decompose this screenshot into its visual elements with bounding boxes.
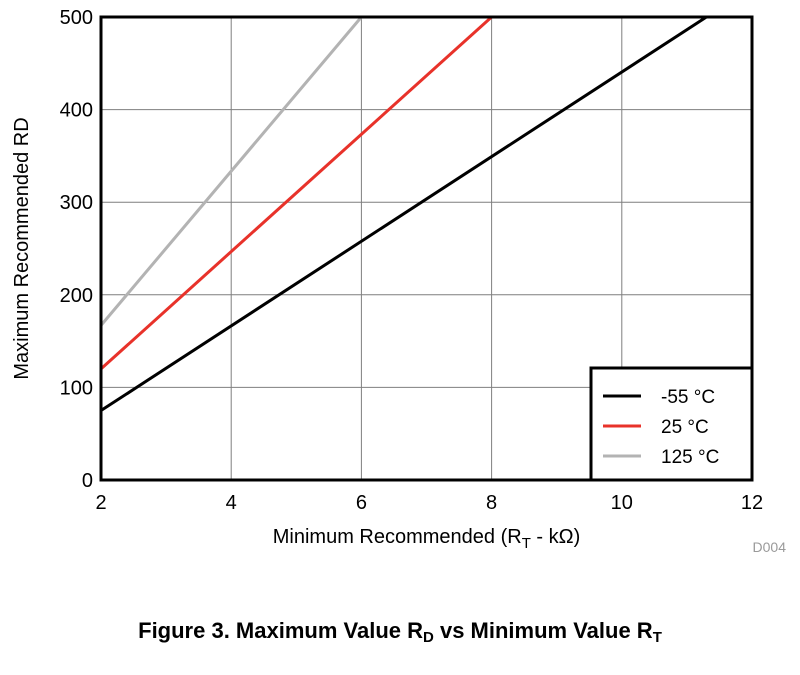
x-tick-label: 4 — [226, 492, 237, 514]
legend-label-2: 125 °C — [661, 447, 719, 468]
legend-label-0: -55 °C — [661, 387, 715, 408]
x-tick-label: 8 — [486, 492, 497, 514]
x-tick-label: 6 — [356, 492, 367, 514]
chart: 2 4 6 8 10 12 0 100 200 300 400 500 Minimum Recomm… — [11, 7, 787, 555]
x-axis-label-main: Minimum Recommended (R — [273, 526, 522, 548]
y-axis-label: Maximum Recommended RD — [11, 117, 33, 379]
y-tick-label: 200 — [60, 285, 93, 307]
figure-id: D004 — [753, 539, 787, 555]
legend-label-1: 25 °C — [661, 417, 709, 438]
caption-text: vs Minimum Value R — [433, 618, 653, 643]
y-tick-label: 300 — [60, 192, 93, 214]
series-line-2 — [99, 16, 363, 327]
legend: -55 °C 25 °C 125 °C — [589, 366, 754, 482]
x-tick-label: 2 — [95, 492, 106, 514]
x-tick-label: 10 — [611, 492, 633, 514]
y-tick-label: 100 — [60, 377, 93, 399]
series-lines — [99, 15, 708, 412]
x-axis-label-sub: T — [522, 535, 531, 552]
legend-box — [589, 366, 754, 482]
x-axis-label: Minimum Recommended (RT - kΩ) — [273, 526, 581, 552]
caption-subscript: T — [652, 629, 662, 646]
series-line-1 — [99, 15, 493, 370]
y-tick-label: 400 — [60, 100, 93, 122]
series-line-0 — [100, 15, 708, 412]
y-tick-labels: 0 100 200 300 400 500 — [60, 7, 93, 492]
x-axis-label-tail: - kΩ) — [531, 526, 580, 548]
x-tick-labels: 2 4 6 8 10 12 — [95, 492, 763, 514]
figure-caption: Figure 3. Maximum Value RD vs Minimum Va… — [0, 618, 800, 646]
y-tick-label: 0 — [82, 470, 93, 492]
x-tick-label: 12 — [741, 492, 763, 514]
caption-subscript: D — [423, 629, 434, 646]
caption-text: Figure 3. Maximum Value R — [138, 618, 423, 643]
plot-frame — [99, 15, 754, 482]
y-tick-label: 500 — [60, 7, 93, 29]
